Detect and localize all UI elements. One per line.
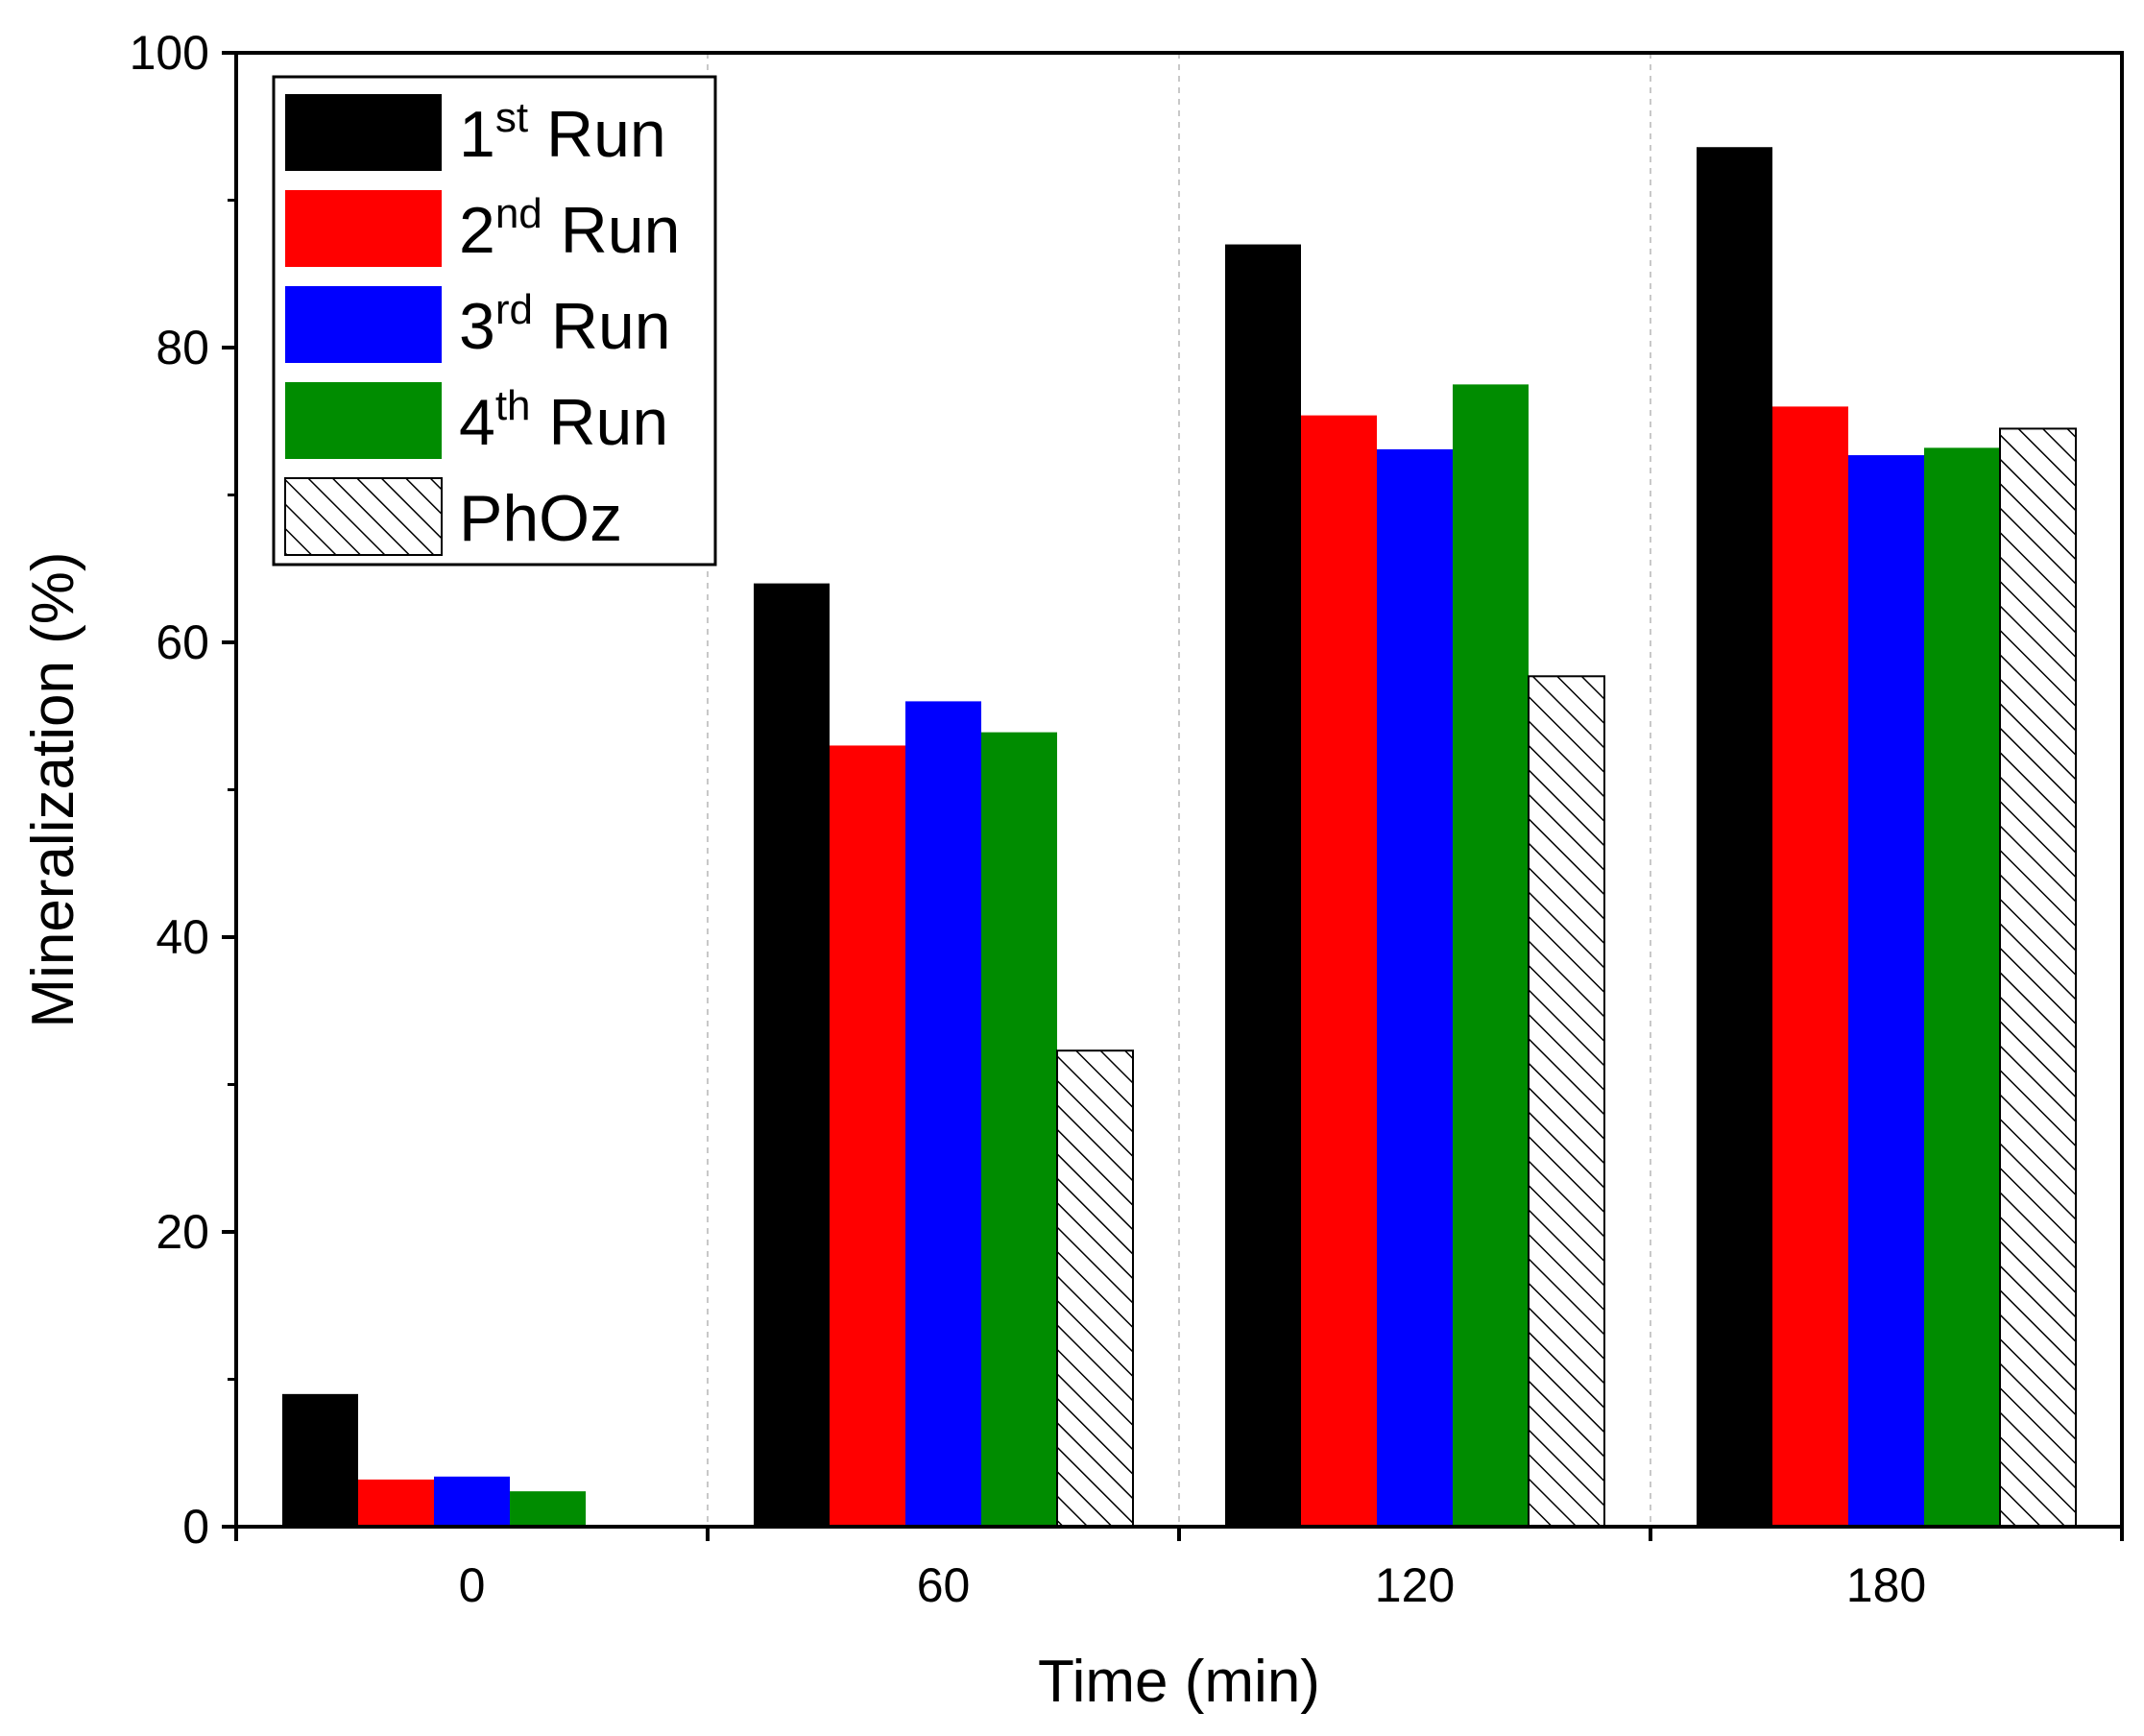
bar-2nd-run-0 — [358, 1479, 434, 1527]
legend-label: 3rd Run — [459, 286, 671, 363]
x-tick-label: 180 — [1846, 1558, 1926, 1612]
y-tick-label: 100 — [130, 26, 209, 80]
bar-4th-run-180 — [1924, 447, 2000, 1527]
bar-3rd-run-180 — [1848, 455, 1924, 1528]
bar-phoz-120 — [1528, 675, 1605, 1528]
bar-2nd-run-120 — [1301, 415, 1377, 1527]
y-tick-label: 80 — [156, 321, 209, 374]
legend-swatch — [285, 94, 442, 171]
bar-3rd-run-60 — [905, 701, 981, 1527]
bar-2nd-run-180 — [1772, 406, 1848, 1527]
bar-phoz-60 — [1056, 1049, 1134, 1528]
bar-1st-run-0 — [282, 1393, 358, 1527]
bar-4th-run-0 — [510, 1491, 586, 1527]
y-tick-label: 40 — [156, 910, 209, 964]
legend-swatch — [284, 477, 443, 556]
x-tick-label: 120 — [1375, 1558, 1455, 1612]
bars — [282, 147, 2077, 1528]
y-axis-title: Mineralization (%) — [20, 551, 86, 1027]
axes: 0 20 40 60 80 100 0 60 120 180 — [130, 26, 2124, 1612]
y-tick-label: 60 — [156, 615, 209, 669]
legend-label: 1st Run — [459, 94, 666, 171]
bar-3rd-run-120 — [1377, 448, 1453, 1527]
y-tick-label: 0 — [182, 1500, 209, 1554]
legend-swatch — [285, 382, 442, 459]
y-tick-label: 20 — [156, 1205, 209, 1259]
bar-2nd-run-60 — [830, 745, 905, 1527]
legend-label: PhOz — [459, 482, 622, 555]
bar-1st-run-120 — [1225, 244, 1301, 1527]
bar-3rd-run-0 — [434, 1476, 510, 1527]
legend: 1st Run 2nd Run 3rd Run 4th Run PhOz — [272, 75, 717, 567]
bar-1st-run-180 — [1697, 147, 1772, 1528]
legend-swatch — [285, 286, 442, 363]
legend-label: 2nd Run — [459, 190, 680, 267]
x-tick-label: 60 — [917, 1558, 971, 1612]
bar-1st-run-60 — [754, 583, 830, 1527]
bar-4th-run-60 — [981, 732, 1057, 1527]
legend-label: 4th Run — [459, 382, 668, 459]
bar-phoz-180 — [1999, 427, 2077, 1528]
x-tick-label: 0 — [459, 1558, 486, 1612]
legend-swatch — [285, 190, 442, 267]
x-axis-title: Time (min) — [1038, 1649, 1320, 1715]
bar-4th-run-120 — [1453, 384, 1529, 1527]
